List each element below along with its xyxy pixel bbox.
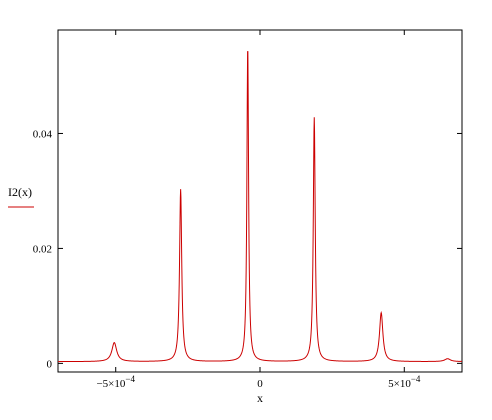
x-tick-label: −5×10−4 <box>96 374 135 390</box>
y-tick-label: 0.04 <box>33 128 53 140</box>
x-axis-label: x <box>257 391 263 405</box>
y-tick-label: 0.02 <box>33 243 52 255</box>
plot-frame <box>57 29 463 373</box>
series-line-i2 <box>58 51 463 363</box>
legend: I2(x) <box>8 185 34 208</box>
y-tick-label: 0 <box>47 358 53 370</box>
legend-label: I2(x) <box>8 185 32 199</box>
x-tick-label: 5×10−4 <box>388 374 421 390</box>
x-tick-label: 0 <box>257 378 263 390</box>
y-axis-ticks: 0 0.02 0.04 <box>33 128 462 370</box>
